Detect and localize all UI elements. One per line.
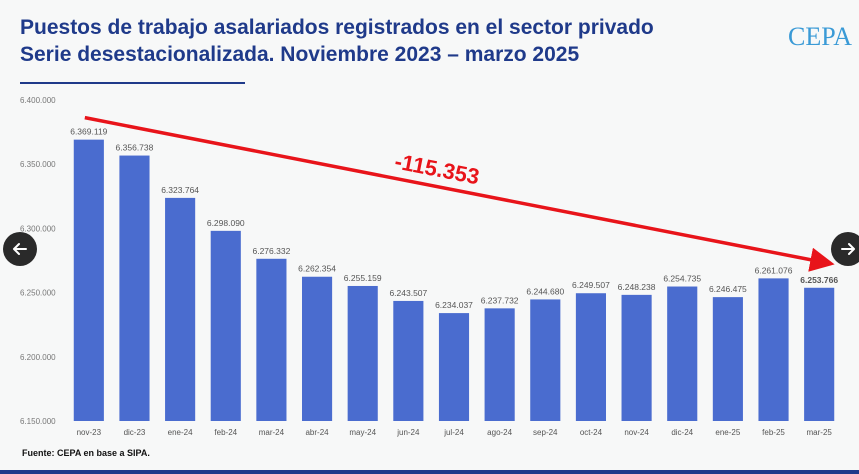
x-tick-label: may-24 xyxy=(349,428,376,437)
data-label: 6.243.507 xyxy=(389,288,427,298)
x-tick-label: ago-24 xyxy=(487,428,512,437)
data-label: 6.254.735 xyxy=(663,274,701,284)
bar xyxy=(301,276,333,421)
bar xyxy=(758,278,789,421)
bar xyxy=(347,285,378,421)
source-note: Fuente: CEPA en base a SIPA. xyxy=(22,448,150,458)
x-tick-label: feb-24 xyxy=(214,428,237,437)
title-line-2: Serie desestacionalizada. Noviembre 2023… xyxy=(20,43,580,66)
x-tick-label: abr-24 xyxy=(305,428,329,437)
bar xyxy=(575,293,607,421)
title-line-1: Puestos de trabajo asalariados registrad… xyxy=(20,16,654,39)
bar xyxy=(621,294,652,421)
y-tick-label: 6.350.000 xyxy=(20,160,56,169)
x-tick-label: dic-24 xyxy=(671,428,693,437)
cepa-logo-text: CEPA xyxy=(788,22,853,51)
data-label: 6.244.680 xyxy=(526,286,564,296)
bar xyxy=(165,197,196,421)
x-tick-label: jul-24 xyxy=(443,428,464,437)
bar xyxy=(530,299,561,421)
x-tick-label: nov-23 xyxy=(77,428,102,437)
bar xyxy=(438,313,470,421)
data-labels: 6.369.119 6.356.738 6.323.764 6.298.090 6.27… xyxy=(70,127,838,310)
data-label: 6.255.159 xyxy=(344,273,382,283)
x-tick-label: nov-24 xyxy=(624,428,649,437)
bar xyxy=(210,230,241,421)
x-tick-label: ene-24 xyxy=(168,428,193,437)
x-tick-label: dic-23 xyxy=(124,428,146,437)
x-tick-label: oct-24 xyxy=(580,428,603,437)
y-tick-label: 6.300.000 xyxy=(20,224,56,233)
bar xyxy=(667,286,698,421)
y-tick-label: 6.250.000 xyxy=(20,289,56,298)
bar xyxy=(393,300,424,421)
bar xyxy=(484,308,515,421)
x-tick-label: sep-24 xyxy=(533,428,558,437)
bar xyxy=(804,287,835,421)
bar xyxy=(712,297,743,421)
data-label: 6.323.764 xyxy=(161,185,199,195)
data-label: 6.261.076 xyxy=(755,265,793,275)
next-slide-button[interactable] xyxy=(831,232,859,266)
data-label: 6.237.732 xyxy=(481,295,519,305)
data-label: 6.248.238 xyxy=(618,282,656,292)
cepa-logo: CEPA xyxy=(788,20,854,54)
x-tick-label: mar-24 xyxy=(259,428,285,437)
bar xyxy=(119,155,150,421)
y-tick-label: 6.200.000 xyxy=(20,353,56,362)
data-label: 6.356.738 xyxy=(116,143,154,153)
bar xyxy=(256,258,287,421)
data-label: 6.298.090 xyxy=(207,218,245,228)
data-label: 6.246.475 xyxy=(709,284,747,294)
data-label: 6.249.507 xyxy=(572,280,610,290)
data-label: 6.234.037 xyxy=(435,300,473,310)
prev-slide-button[interactable] xyxy=(3,232,37,266)
y-axis: 6.150.000 6.200.000 6.250.000 6.300.000 6.35… xyxy=(20,96,56,426)
trend-arrow xyxy=(84,115,835,272)
title-underline xyxy=(20,82,245,84)
x-tick-label: jun-24 xyxy=(396,428,420,437)
data-label: 6.276.332 xyxy=(252,246,290,256)
y-tick-label: 6.150.000 xyxy=(20,417,56,426)
x-tick-label: ene-25 xyxy=(715,428,740,437)
data-label: 6.253.766 xyxy=(800,275,838,285)
bottom-bar xyxy=(0,470,859,474)
bars xyxy=(73,139,835,422)
arrow-right-icon xyxy=(841,243,855,255)
x-tick-label: mar-25 xyxy=(807,428,833,437)
bar xyxy=(73,139,104,422)
x-tick-label: feb-25 xyxy=(762,428,785,437)
trend-annotation-label: -115.353 xyxy=(393,148,482,189)
arrow-left-icon xyxy=(13,243,27,255)
y-tick-label: 6.400.000 xyxy=(20,96,56,105)
data-label: 6.369.119 xyxy=(70,127,107,137)
data-label: 6.262.354 xyxy=(298,264,336,274)
x-axis: nov-23 dic-23 ene-24 feb-24 mar-24 abr-24 may-… xyxy=(77,428,833,437)
chart-title: Puestos de trabajo asalariados registrad… xyxy=(20,14,780,68)
